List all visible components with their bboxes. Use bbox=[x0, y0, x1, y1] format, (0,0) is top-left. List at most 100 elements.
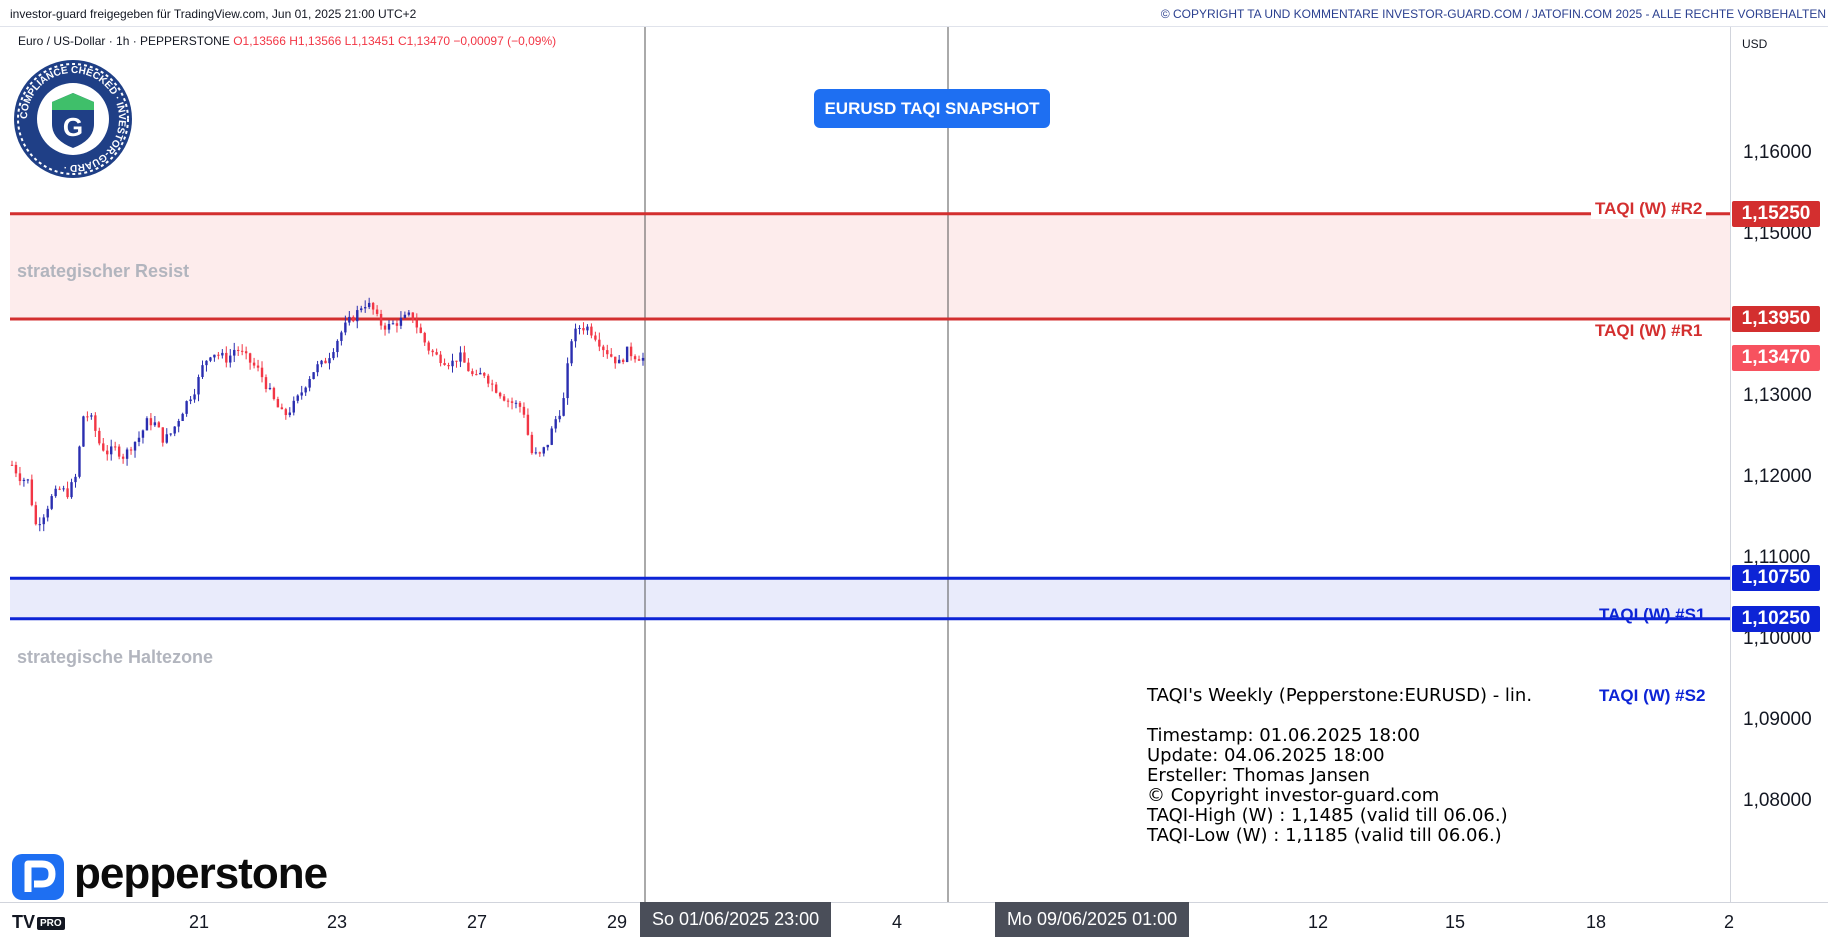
candle-body bbox=[260, 367, 264, 378]
candle-body bbox=[54, 488, 57, 497]
candle-body bbox=[407, 312, 411, 315]
candle-body bbox=[550, 428, 553, 445]
last-price-badge: 1,13470 bbox=[1732, 344, 1820, 371]
candle-body bbox=[94, 415, 97, 431]
candle-body bbox=[30, 479, 34, 506]
candle-body bbox=[594, 335, 597, 340]
notes-line: © Copyright investor-guard.com bbox=[1147, 785, 1440, 806]
candle-body bbox=[522, 406, 526, 415]
notes-line: Ersteller: Thomas Jansen bbox=[1147, 765, 1370, 786]
y-tick-label: 1,13000 bbox=[1743, 385, 1812, 406]
tradingview-logo[interactable]: TV PRO bbox=[12, 912, 65, 933]
pepperstone-logo-icon bbox=[12, 854, 64, 900]
zone-0 bbox=[10, 213, 1730, 320]
price-axis[interactable] bbox=[1730, 27, 1828, 902]
candle-body bbox=[205, 360, 208, 366]
candle-body bbox=[498, 392, 502, 397]
candle-body bbox=[90, 415, 93, 417]
notes-title: TAQI's Weekly (Pepperstone:EURUSD) - lin… bbox=[1147, 685, 1533, 706]
candle-body bbox=[352, 316, 355, 322]
x-tick-label: 12 bbox=[1307, 912, 1329, 932]
candle-body bbox=[427, 342, 430, 351]
candle-body bbox=[387, 323, 391, 330]
candle-body bbox=[399, 317, 403, 326]
candle-body bbox=[110, 446, 113, 455]
candle-body bbox=[502, 396, 506, 401]
candle-body bbox=[66, 488, 69, 498]
candle-body bbox=[237, 349, 240, 351]
taqi-notes: TAQI's Weekly (Pepperstone:EURUSD) - lin… bbox=[1147, 686, 1532, 846]
chart-plot-area[interactable] bbox=[10, 27, 1730, 902]
candle-body bbox=[10, 464, 14, 466]
candle-body bbox=[233, 349, 236, 356]
candle-body bbox=[264, 377, 268, 389]
candle-body bbox=[272, 387, 276, 400]
notes-line: Timestamp: 01.06.2025 18:00 bbox=[1147, 725, 1420, 746]
candle-body bbox=[50, 496, 53, 509]
candle-body bbox=[490, 383, 494, 385]
time-axis[interactable] bbox=[0, 902, 1828, 938]
currency-unit[interactable]: USD bbox=[1742, 37, 1768, 51]
x-tick-label: 18 bbox=[1585, 912, 1607, 932]
candle-body bbox=[344, 322, 347, 333]
candle-body bbox=[471, 371, 474, 375]
candle-body bbox=[530, 434, 534, 454]
candle-body bbox=[610, 354, 613, 357]
level-label-s2: TAQI (W) #S2 bbox=[1599, 686, 1706, 705]
badge-letter: G bbox=[63, 112, 83, 142]
candle-body bbox=[177, 421, 180, 427]
candle-body bbox=[415, 320, 418, 328]
candle-body bbox=[18, 473, 22, 482]
candle-body bbox=[629, 346, 633, 357]
pro-badge: PRO bbox=[37, 916, 65, 930]
candle-body bbox=[443, 363, 446, 366]
candle-body bbox=[641, 357, 645, 361]
candle-body bbox=[296, 395, 299, 401]
candle-body bbox=[46, 508, 49, 518]
snapshot-label: EURUSD TAQI SNAPSHOT bbox=[814, 89, 1050, 128]
candle-body bbox=[292, 400, 295, 413]
candle-body bbox=[141, 430, 145, 438]
candle-body bbox=[602, 346, 605, 351]
candle-body bbox=[340, 332, 343, 341]
candle-body bbox=[518, 402, 522, 407]
candle-body bbox=[34, 505, 38, 525]
candle-body bbox=[157, 422, 161, 428]
candle-body bbox=[256, 365, 260, 368]
candle-body bbox=[26, 479, 30, 481]
x-tick-label: 23 bbox=[326, 912, 348, 932]
x-crosshair-label: Mo 09/06/2025 01:00 bbox=[995, 902, 1190, 937]
candle-body bbox=[149, 418, 153, 426]
candle-body bbox=[106, 450, 109, 455]
candle-body bbox=[637, 359, 641, 361]
candle-body bbox=[562, 398, 565, 416]
candle-body bbox=[411, 312, 415, 321]
symbol-name: Euro / US-Dollar · 1h · PEPPERSTONE bbox=[18, 34, 230, 48]
candle-body bbox=[70, 482, 73, 498]
candle-body bbox=[423, 332, 426, 343]
candle-body bbox=[526, 414, 530, 435]
candle-body bbox=[304, 387, 307, 393]
candle-body bbox=[514, 402, 518, 404]
candle-body bbox=[633, 356, 637, 360]
candle-body bbox=[280, 407, 284, 410]
candle-body bbox=[169, 433, 172, 435]
candle-body bbox=[189, 399, 192, 402]
candle-body bbox=[129, 449, 133, 451]
candle-body bbox=[451, 360, 454, 367]
candle-body bbox=[62, 488, 65, 490]
candle-body bbox=[621, 359, 625, 363]
candle-body bbox=[324, 360, 327, 364]
level-price-badge: 1,10750 bbox=[1732, 565, 1820, 592]
candle-body bbox=[38, 524, 41, 526]
tv-mark: TV bbox=[12, 912, 36, 932]
x-tick-label: 27 bbox=[466, 912, 488, 932]
candle-body bbox=[125, 449, 129, 459]
candle-body bbox=[475, 374, 478, 376]
candle-body bbox=[558, 415, 561, 420]
candle-body bbox=[364, 307, 367, 309]
candle-body bbox=[391, 323, 395, 325]
candle-body bbox=[598, 339, 601, 347]
y-tick-label: 1,10000 bbox=[1743, 628, 1812, 649]
zone-1 bbox=[10, 578, 1730, 619]
